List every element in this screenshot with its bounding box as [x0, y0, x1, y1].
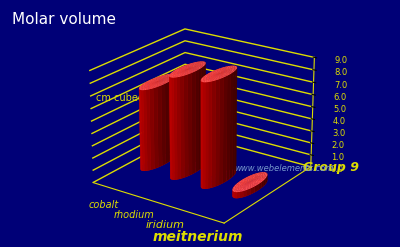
Text: Molar volume: Molar volume [12, 12, 116, 27]
